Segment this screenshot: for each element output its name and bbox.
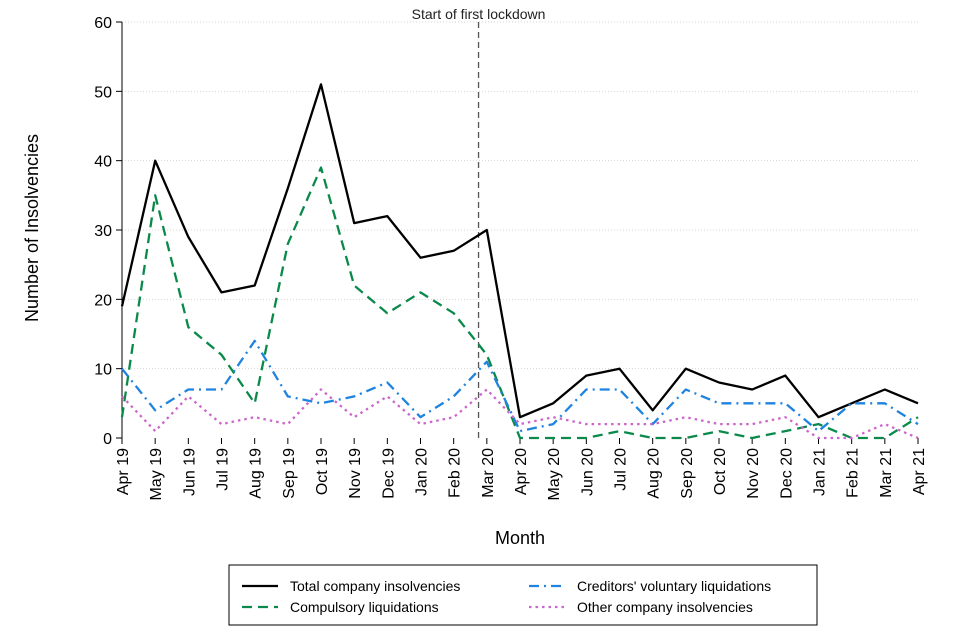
x-axis-ticks: Apr 19 May 19 Jun 19 Jul 19 Aug 19 Sep 19 Oct …: [115, 438, 928, 500]
x-tick-label: Jul 20: [613, 448, 630, 491]
grid-lines: [122, 21, 918, 370]
series-line: [121, 388, 919, 440]
y-tick-label: 30: [94, 223, 112, 240]
y-tick-label: 40: [94, 154, 112, 171]
y-tick-label: 0: [103, 431, 112, 448]
x-tick-label: Oct 19: [314, 448, 331, 495]
y-tick-label: 60: [94, 15, 112, 32]
x-tick-label: Apr 20: [513, 448, 530, 495]
x-axis-title: Month: [495, 528, 545, 548]
x-tick-label: Jan 21: [812, 448, 829, 496]
x-tick-label: Apr 21: [911, 448, 928, 495]
legend-label: Compulsory liquidations: [290, 599, 439, 615]
x-tick-label: Sep 20: [679, 448, 696, 499]
lockdown-annotation: Start of first lockdown: [412, 6, 546, 22]
annotation-layer: Start of first lockdown: [412, 6, 546, 438]
series-line: [121, 339, 919, 433]
x-tick-label: Aug 19: [248, 448, 265, 499]
series-line: [120, 166, 919, 440]
legend-label: Creditors' voluntary liquidations: [577, 578, 771, 594]
series-line: [120, 83, 919, 419]
x-tick-label: Oct 20: [712, 448, 729, 495]
legend: Total company insolvencies Compulsory liq…: [228, 564, 818, 626]
y-tick-label: 10: [94, 362, 112, 379]
x-tick-label: Mar 20: [480, 448, 497, 498]
x-tick-label: Nov 20: [745, 448, 762, 499]
legend-box: [228, 564, 818, 626]
legend-label: Total company insolvencies: [290, 578, 460, 594]
y-tick-label: 50: [94, 84, 112, 101]
x-tick-label: Apr 19: [115, 448, 132, 495]
x-tick-label: Jan 20: [414, 448, 431, 496]
x-tick-label: Nov 19: [347, 448, 364, 499]
y-axis-title: Number of Insolvencies: [22, 134, 42, 322]
x-tick-label: Jun 20: [579, 448, 596, 496]
x-tick-label: Jul 19: [215, 448, 232, 491]
x-tick-label: Jun 19: [181, 448, 198, 496]
x-tick-label: May 20: [546, 448, 563, 501]
x-tick-label: Dec 19: [380, 448, 397, 499]
y-tick-label: 20: [94, 292, 112, 309]
x-tick-label: Aug 20: [646, 448, 663, 499]
x-tick-label: Feb 21: [845, 448, 862, 498]
y-axis-ticks: 0 10 20 30 40 50 60: [94, 15, 122, 448]
x-tick-label: May 19: [148, 448, 165, 501]
x-tick-label: Dec 20: [778, 448, 795, 499]
x-tick-label: Sep 19: [281, 448, 298, 499]
series-layer: [120, 83, 919, 440]
x-tick-label: Feb 20: [447, 448, 464, 498]
x-tick-label: Mar 21: [878, 448, 895, 498]
legend-label: Other company insolvencies: [577, 599, 753, 615]
